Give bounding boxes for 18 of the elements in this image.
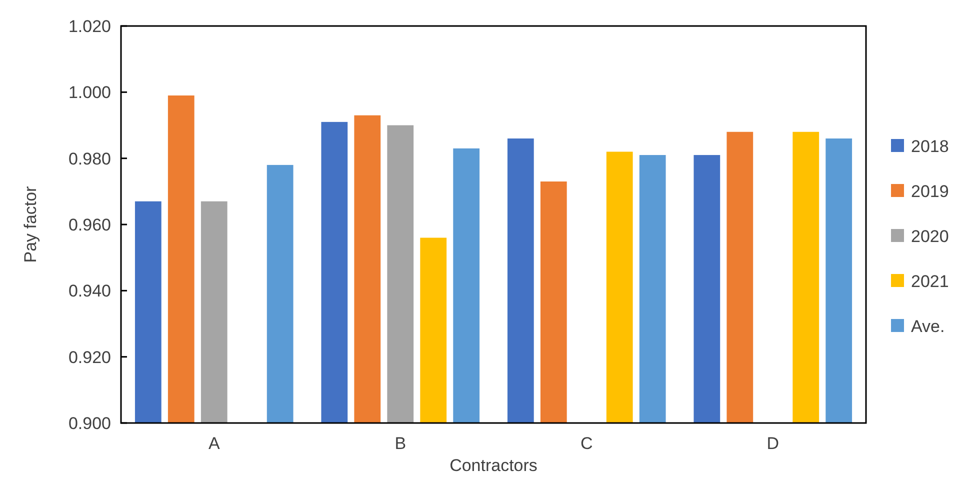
y-tick-label: 0.960 <box>68 215 111 234</box>
y-tick-label: 0.940 <box>68 282 111 301</box>
legend-label: 2021 <box>911 272 949 291</box>
y-axis-title: Pay factor <box>21 186 40 263</box>
y-tick-label: 0.900 <box>68 414 111 433</box>
legend-label: Ave. <box>911 316 945 336</box>
y-tick-label: 1.000 <box>68 83 111 102</box>
y-tick-label: 0.920 <box>68 348 111 367</box>
x-axis-title: Contractors <box>450 456 538 475</box>
y-tick-label: 0.980 <box>68 149 111 168</box>
legend-label: 2018 <box>911 136 949 156</box>
x-tick-label: D <box>766 434 780 454</box>
y-tick-label: 1.020 <box>68 16 111 36</box>
x-tick-label: B <box>394 434 406 454</box>
legend-label: 2020 <box>911 226 949 246</box>
x-tick-label: A <box>208 434 220 454</box>
x-tick-label: C <box>580 434 593 454</box>
legend-label: 2019 <box>911 182 949 201</box>
